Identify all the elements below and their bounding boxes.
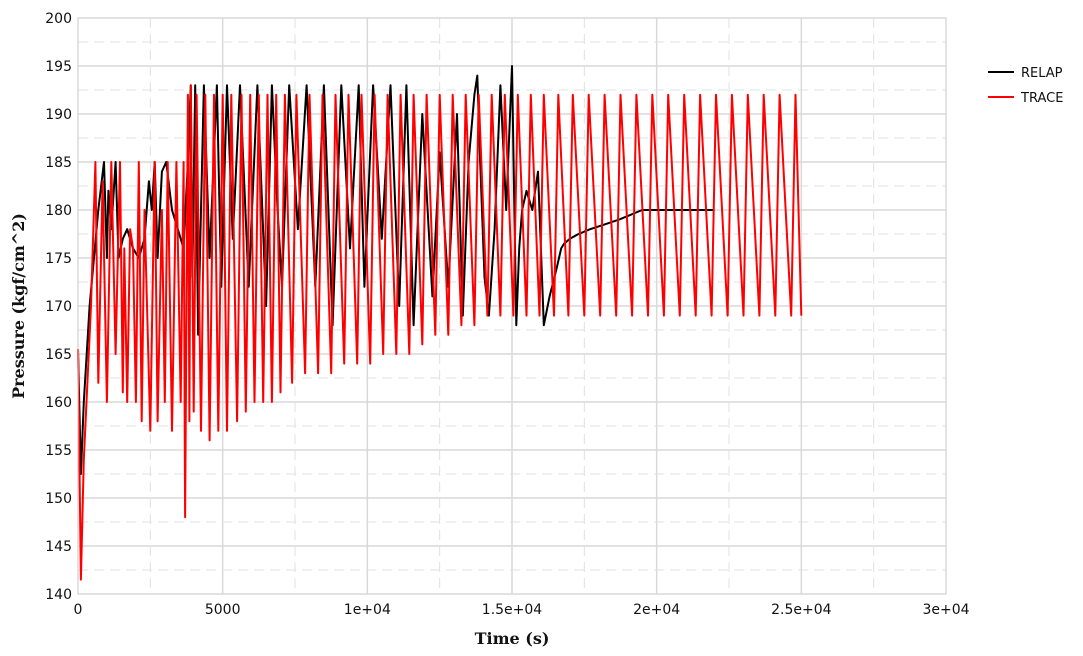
y-tick-label-3: 155 (45, 443, 72, 459)
y-tick-label-0: 140 (45, 587, 72, 603)
y-tick-label-12: 200 (45, 11, 72, 27)
x-tick-label-6: 3e+04 (922, 602, 969, 618)
x-axis-title: Time (s) (475, 629, 550, 648)
legend-label-trace: TRACE (1020, 91, 1063, 106)
x-tick-label-2: 1e+04 (344, 602, 391, 618)
y-tick-label-8: 180 (45, 203, 72, 219)
y-tick-label-4: 160 (45, 395, 72, 411)
y-tick-label-1: 145 (45, 539, 72, 555)
y-tick-label-11: 195 (45, 59, 72, 75)
series-line-trace (77, 84, 803, 581)
y-axis-title: Pressure (kgf/cm^2) (9, 213, 28, 399)
x-tick-label-3: 1.5e+04 (482, 602, 543, 618)
legend: RELAP TRACE (988, 66, 1063, 106)
x-tick-label-0: 0 (74, 602, 83, 618)
x-tick-label-4: 2e+04 (633, 602, 680, 618)
y-tick-label-10: 190 (45, 107, 72, 123)
y-tick-label-9: 185 (45, 155, 72, 171)
y-tick-labels: 140 145 150 155 160 165 170 175 180 185 190 195 200 (45, 11, 72, 603)
x-tick-label-1: 5000 (205, 602, 241, 618)
y-tick-label-2: 150 (45, 491, 72, 507)
plot-border (77, 17, 947, 595)
x-tick-label-5: 2.5e+04 (771, 602, 832, 618)
x-tick-labels: 0 5000 1e+04 1.5e+04 2e+04 2.5e+04 3e+04 (74, 602, 970, 618)
y-tick-label-5: 165 (45, 347, 72, 363)
series-line-relap (77, 65, 715, 475)
y-tick-label-7: 175 (45, 251, 72, 267)
series-layer (77, 65, 803, 581)
legend-label-relap: RELAP (1021, 66, 1063, 81)
y-tick-label-6: 170 (45, 299, 72, 315)
